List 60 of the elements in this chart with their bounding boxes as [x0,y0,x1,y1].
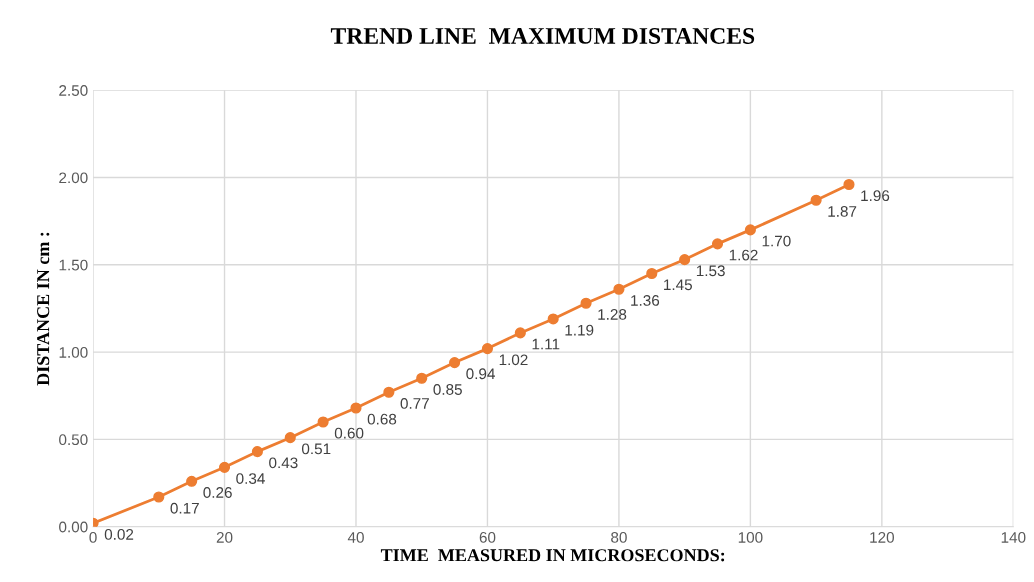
data-label: 1.02 [499,354,528,366]
y-tick-label: 1.00 [59,346,88,358]
data-label: 0.17 [170,502,199,514]
point [810,194,822,206]
point [218,461,231,473]
data-label: 1.28 [598,309,627,320]
chart-title: TREND LINE MAXIMUM DISTANCES [330,28,755,44]
y-axis-title: DISTANCE IN cm : [37,232,50,386]
point [383,386,395,398]
data-label: 0.43 [269,457,298,469]
data-label: 0.85 [433,384,462,395]
x-tick-label: 140 [1001,531,1026,543]
data-label: 1.11 [532,338,560,350]
data-label: 1.70 [762,235,791,247]
data-label: 0.51 [301,443,331,455]
point [481,343,494,355]
x-tick-label: 100 [738,531,763,543]
x-tick-label: 120 [870,531,894,543]
point [843,178,855,191]
point [646,267,658,280]
point [744,224,756,236]
data-label: 0.94 [466,368,495,380]
data-label: 0.77 [400,398,429,409]
point [613,283,625,295]
data-label: 1.53 [696,265,725,277]
data-label: 1.36 [631,295,660,306]
data-label: 1.87 [828,205,857,217]
x-tick-label: 20 [216,531,233,543]
point [711,238,724,250]
point [547,313,559,325]
data-label: 1.19 [565,324,594,336]
data-label: 1.62 [729,249,758,261]
data-label: 1.45 [664,279,692,291]
point [153,491,165,503]
point [317,416,329,428]
point [416,372,428,384]
point [350,402,362,414]
point [580,297,592,309]
x-tick-label: 80 [611,531,627,543]
data-label: 0.26 [203,487,232,498]
point [449,357,461,369]
point [251,446,263,458]
x-axis-title: TIME MEASURED IN MICROSECONDS: [380,549,725,562]
y-tick-label: 2.00 [59,172,88,184]
x-tick-label: 40 [347,531,364,543]
data-label: 0.34 [236,473,265,484]
point [284,432,296,444]
point [514,327,526,339]
y-tick-label: 1.50 [59,259,88,271]
y-tick-label: 0.50 [59,434,88,446]
point [679,254,691,266]
x-tick-label: 0 [89,531,97,543]
point [186,475,198,487]
x-tick-label: 60 [479,531,496,543]
data-label: 1.96 [861,190,890,202]
data-label: 0.60 [334,427,364,439]
y-tick-label: 0.00 [59,521,88,533]
y-tick-label: 2.50 [59,85,88,96]
data-label: 0.68 [367,413,397,425]
data-label: 0.02 [104,529,134,540]
